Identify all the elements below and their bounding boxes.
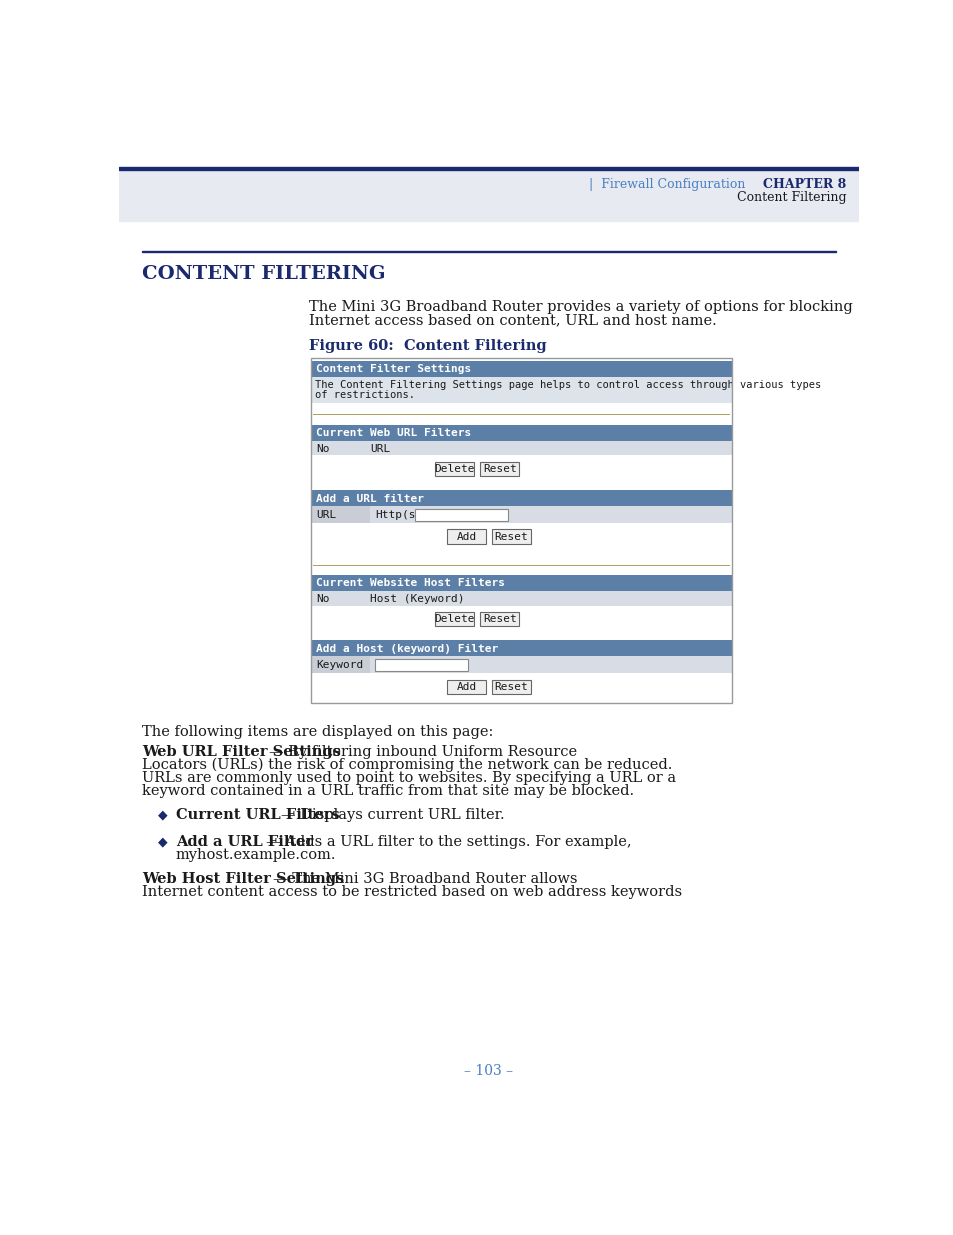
Text: Delete: Delete	[435, 464, 475, 474]
Bar	[480, 462, 518, 477]
Text: myhost.example.com.: myhost.example.com.	[175, 848, 336, 862]
Bar	[311, 592, 731, 605]
Text: Http(s)://: Http(s)://	[375, 510, 442, 520]
Bar	[492, 679, 530, 694]
Text: CHAPTER 8: CHAPTER 8	[762, 178, 845, 190]
Text: The Mini 3G Broadband Router provides a variety of options for blocking: The Mini 3G Broadband Router provides a …	[309, 300, 852, 314]
Bar	[311, 377, 731, 403]
Text: Host (Keyword): Host (Keyword)	[370, 594, 464, 604]
Bar	[119, 169, 858, 221]
Text: Web URL Filter Settings: Web URL Filter Settings	[142, 745, 341, 760]
Bar	[447, 530, 485, 543]
Text: URLs are commonly used to point to websites. By specifying a URL or a: URLs are commonly used to point to websi…	[142, 771, 676, 785]
Text: keyword contained in a URL traffic from that site may be blocked.: keyword contained in a URL traffic from …	[142, 784, 634, 798]
Bar	[415, 509, 508, 521]
Bar	[142, 251, 835, 252]
Text: Content Filtering: Content Filtering	[736, 191, 845, 205]
Text: Delete: Delete	[435, 615, 475, 625]
Text: The Content Filtering Settings page helps to control access through various type: The Content Filtering Settings page help…	[315, 380, 821, 390]
Text: URL: URL	[370, 443, 390, 453]
Text: |  Firewall Configuration: | Firewall Configuration	[584, 178, 744, 190]
Text: No: No	[315, 594, 329, 604]
Text: Internet access based on content, URL and host name.: Internet access based on content, URL an…	[309, 314, 716, 327]
Text: Current Website Host Filters: Current Website Host Filters	[315, 578, 504, 588]
Bar	[311, 506, 731, 524]
Text: Web Host Filter Settings: Web Host Filter Settings	[142, 872, 344, 885]
Bar	[311, 361, 731, 377]
Bar	[375, 659, 468, 671]
Text: Locators (URLs) the risk of compromising the network can be reduced.: Locators (URLs) the risk of compromising…	[142, 758, 672, 772]
Text: — By filtering inbound Uniform Resource: — By filtering inbound Uniform Resource	[269, 745, 577, 760]
Bar	[311, 506, 369, 524]
Bar	[311, 640, 731, 656]
Bar	[311, 574, 731, 592]
Text: — Displays current URL filter.: — Displays current URL filter.	[281, 808, 504, 823]
Text: Current Web URL Filters: Current Web URL Filters	[315, 429, 471, 438]
Bar	[311, 441, 731, 456]
Bar	[119, 167, 858, 169]
Bar	[311, 425, 731, 441]
Bar	[435, 611, 474, 626]
Text: CONTENT FILTERING: CONTENT FILTERING	[142, 266, 386, 283]
Text: – 103 –: – 103 –	[464, 1065, 513, 1078]
Text: Add: Add	[456, 532, 476, 542]
Bar	[480, 611, 518, 626]
Text: Reset: Reset	[494, 532, 528, 542]
Text: Current URL Filters: Current URL Filters	[175, 808, 339, 823]
Bar	[311, 358, 731, 704]
Text: Internet content access to be restricted based on web address keywords: Internet content access to be restricted…	[142, 885, 682, 899]
Text: Keyword: Keyword	[315, 661, 363, 671]
Text: of restrictions.: of restrictions.	[315, 390, 415, 400]
Text: Reset: Reset	[482, 464, 517, 474]
Text: — Adds a URL filter to the settings. For example,: — Adds a URL filter to the settings. For…	[266, 835, 631, 848]
Bar	[311, 656, 369, 673]
Bar	[311, 490, 731, 506]
Text: ◆: ◆	[158, 808, 168, 821]
Bar	[311, 656, 731, 673]
Text: Add a Host (keyword) Filter: Add a Host (keyword) Filter	[315, 643, 497, 653]
Text: Add a URL filter: Add a URL filter	[315, 494, 424, 504]
Text: Reset: Reset	[482, 615, 517, 625]
Text: Figure 60:  Content Filtering: Figure 60: Content Filtering	[309, 340, 546, 353]
Text: Add a URL Filter: Add a URL Filter	[175, 835, 313, 848]
Text: URL: URL	[315, 510, 336, 520]
Bar	[492, 530, 530, 543]
Text: Reset: Reset	[494, 682, 528, 692]
Text: No: No	[315, 443, 329, 453]
Text: — The Mini 3G Broadband Router allows: — The Mini 3G Broadband Router allows	[273, 872, 577, 885]
Bar	[447, 679, 485, 694]
Text: ◆: ◆	[158, 835, 168, 848]
Text: Add: Add	[456, 682, 476, 692]
Text: Content Filter Settings: Content Filter Settings	[315, 364, 471, 374]
Text: The following items are displayed on this page:: The following items are displayed on thi…	[142, 725, 494, 739]
Bar	[435, 462, 474, 477]
